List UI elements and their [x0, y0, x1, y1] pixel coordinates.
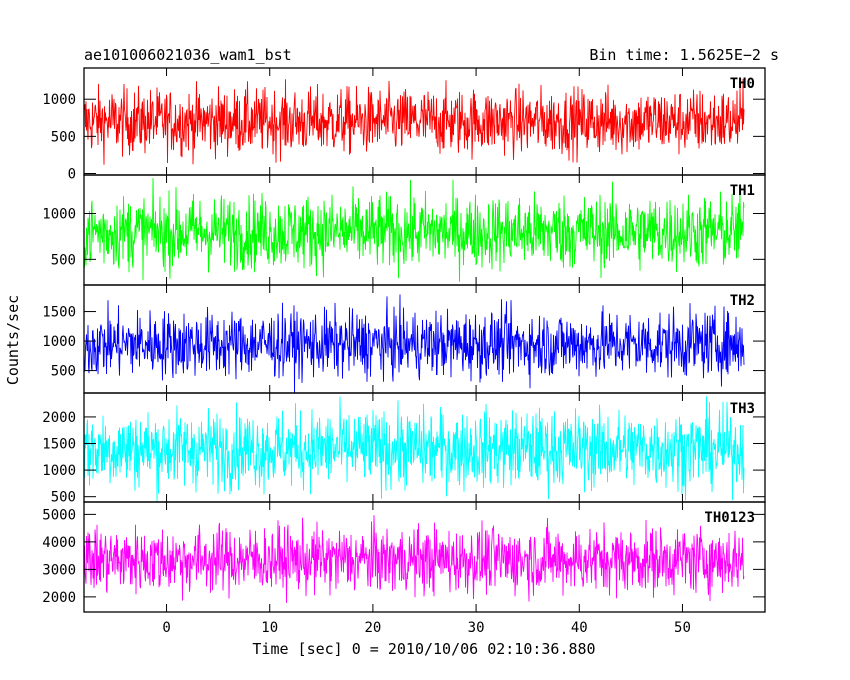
x-tick-label: 30 [468, 620, 485, 636]
y-tick-label: 1000 [42, 207, 76, 223]
chart-subtitle: Bin time: 1.5625E−2 s [589, 46, 779, 64]
series-line-th1 [84, 177, 745, 282]
panel-label-th3: TH3 [730, 401, 755, 417]
panel-th2: 500 1000 1500 TH2 [42, 284, 766, 394]
series-line-th3 [84, 396, 745, 502]
panel-label-th1: TH1 [730, 183, 755, 199]
y-tick-label: 3000 [42, 562, 76, 578]
panel-th3: 500 1000 1500 2000 TH3 [42, 392, 766, 506]
panel-th1: 500 1000 TH1 [42, 174, 766, 286]
x-tick-label: 40 [571, 620, 588, 636]
panel-label-th0123: TH0123 [704, 510, 755, 526]
y-tick-label: 500 [51, 490, 76, 506]
panel-th0: 0 500 1000 TH0 [42, 67, 766, 183]
y-tick-label: 5000 [42, 507, 76, 523]
y-tick-label: 1500 [42, 305, 76, 321]
x-tick-label: 50 [674, 620, 691, 636]
series-line-th2 [84, 294, 745, 393]
x-tick-label: 0 [162, 620, 170, 636]
panels-group: 0 500 1000 TH0 500 1000 TH1 500 1000 1500 TH2 500 10… [42, 67, 766, 613]
y-tick-label: 0 [68, 167, 76, 183]
y-tick-label: 1000 [42, 463, 76, 479]
series-line-th0123 [84, 515, 745, 604]
y-tick-label: 2000 [42, 590, 76, 606]
panel-th0123: 2000 3000 4000 5000 TH0123 [42, 501, 766, 613]
x-axis-label: Time [sec] 0 = 2010/10/06 02:10:36.880 [252, 640, 595, 658]
y-tick-label: 1500 [42, 437, 76, 453]
y-axis-label: Counts/sec [4, 295, 22, 385]
y-tick-label: 500 [51, 252, 76, 268]
y-tick-label: 2000 [42, 410, 76, 426]
chart-title: ae101006021036_wam1_bst [84, 46, 292, 64]
y-tick-label: 500 [51, 129, 76, 145]
panel-label-th0: TH0 [730, 76, 755, 92]
x-tick-labels: 0 10 20 30 40 50 [162, 620, 691, 636]
panel-label-th2: TH2 [730, 293, 755, 309]
y-tick-label: 1000 [42, 92, 76, 108]
y-tick-label: 500 [51, 364, 76, 380]
series-line-th0 [84, 78, 745, 165]
y-tick-label: 1000 [42, 334, 76, 350]
y-tick-label: 4000 [42, 535, 76, 551]
x-tick-label: 10 [261, 620, 278, 636]
x-tick-label: 20 [364, 620, 381, 636]
panel-frame [83, 501, 766, 613]
